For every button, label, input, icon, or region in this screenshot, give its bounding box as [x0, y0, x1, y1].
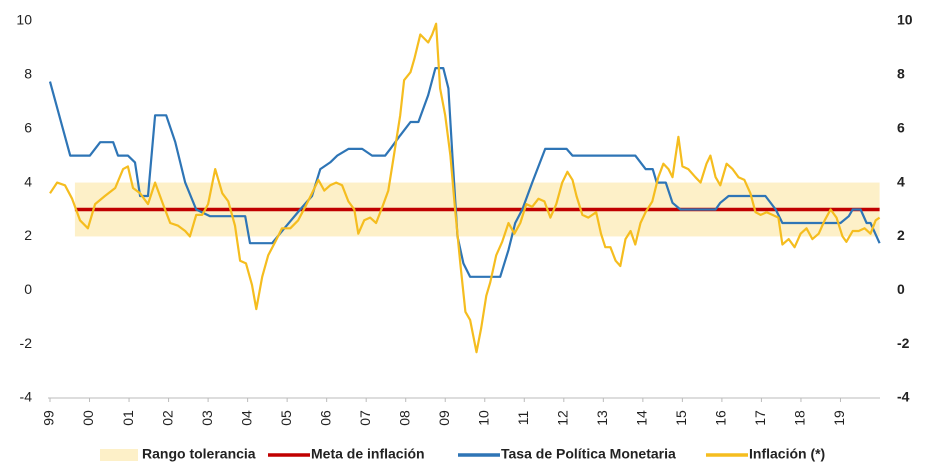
series-line	[49, 22, 881, 354]
x-tick-label: 10	[475, 410, 491, 426]
x-tick-label: 09	[436, 410, 452, 426]
y-tick-label: 0	[24, 281, 32, 297]
x-tick-label: 14	[634, 410, 650, 426]
x-tick-label: 99	[41, 410, 57, 426]
y2-tick-label: 10	[897, 12, 913, 28]
x-tick-label: 18	[792, 410, 808, 426]
series-line	[48, 67, 881, 278]
x-tick-label: 01	[120, 410, 136, 426]
legend-label: Tasa de Política Monetaria	[501, 446, 676, 462]
y2-tick-label: 4	[897, 173, 905, 189]
x-tick-label: 08	[396, 410, 412, 426]
y-tick-label: -2	[20, 335, 33, 351]
x-tick-label: 12	[555, 410, 571, 426]
x-tick-label: 07	[357, 410, 373, 426]
legend-swatch	[100, 449, 138, 461]
x-tick-label: 13	[594, 410, 610, 426]
y-tick-label: 8	[24, 66, 32, 82]
y-tick-label: 2	[24, 227, 32, 243]
x-tick-label: 03	[199, 410, 215, 426]
x-tick-label: 16	[713, 410, 729, 426]
x-tick-label: 15	[673, 410, 689, 426]
y-tick-label: 10	[16, 12, 32, 28]
legend-label: Inflación (*)	[749, 446, 825, 462]
y2-tick-label: 0	[897, 281, 905, 297]
x-tick-label: 19	[831, 410, 847, 426]
y-tick-label: 4	[24, 173, 32, 189]
y2-tick-label: -4	[897, 389, 910, 405]
y-tick-label: 6	[24, 119, 32, 135]
x-tick-label: 04	[238, 410, 254, 426]
x-tick-label: 11	[515, 411, 531, 426]
y2-tick-label: 8	[897, 66, 905, 82]
legend-label: Rango tolerancia	[142, 446, 256, 462]
y-tick-label: -4	[20, 389, 33, 405]
y2-tick-label: 6	[897, 119, 905, 135]
y2-tick-label: -2	[897, 335, 910, 351]
x-tick-label: 17	[752, 410, 768, 426]
x-tick-label: 05	[278, 410, 294, 426]
x-tick-label: 02	[159, 410, 175, 426]
y2-tick-label: 2	[897, 227, 905, 243]
legend-label: Meta de inflación	[311, 446, 425, 462]
x-tick-label: 06	[317, 410, 333, 426]
x-tick-label: 00	[80, 410, 96, 426]
